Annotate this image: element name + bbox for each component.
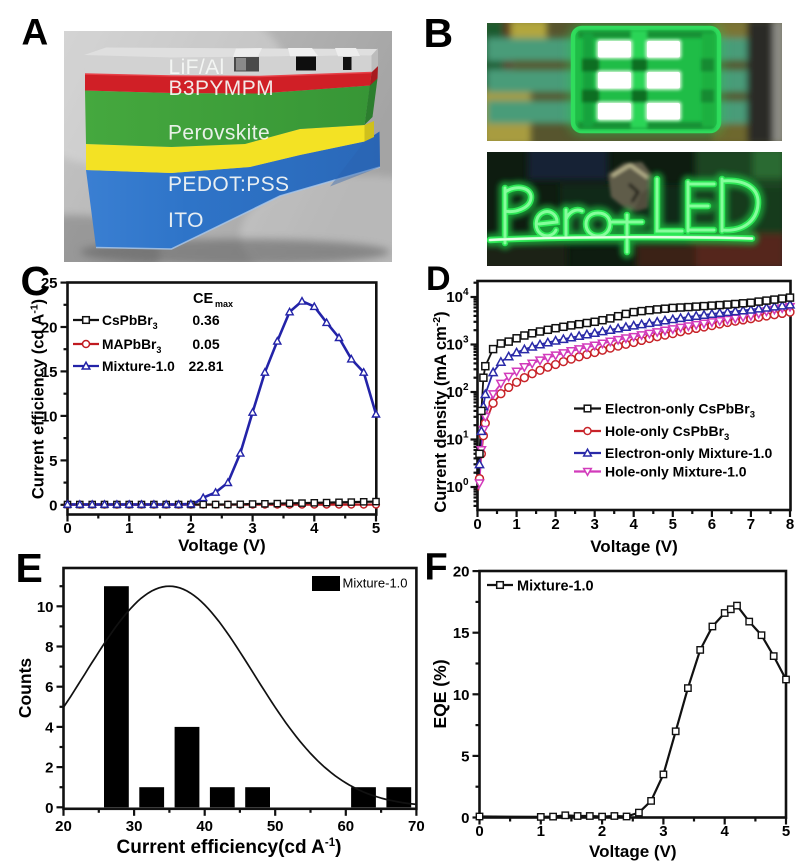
- svg-text:F: F: [425, 547, 448, 589]
- svg-text:3: 3: [659, 823, 667, 840]
- svg-text:2: 2: [598, 823, 606, 840]
- svg-text:5: 5: [372, 520, 380, 537]
- svg-text:8: 8: [45, 639, 53, 656]
- svg-text:22.81: 22.81: [188, 358, 223, 374]
- svg-text:20: 20: [55, 818, 72, 835]
- svg-text:Voltage (V): Voltage (V): [178, 536, 266, 555]
- svg-text:C: C: [21, 258, 51, 304]
- svg-text:Voltage (V): Voltage (V): [590, 537, 678, 556]
- svg-text:3: 3: [248, 520, 256, 537]
- svg-text:5: 5: [782, 823, 790, 840]
- svg-text:Current efficiency (cd A-1): Current efficiency (cd A-1): [29, 299, 48, 499]
- svg-text:B3PYMPM: B3PYMPM: [169, 77, 275, 100]
- svg-text:6: 6: [708, 516, 716, 533]
- svg-text:5: 5: [461, 748, 469, 765]
- svg-text:EQE (%): EQE (%): [430, 659, 450, 728]
- svg-text:0: 0: [461, 810, 469, 827]
- svg-text:15: 15: [41, 364, 58, 381]
- svg-text:CE: CE: [193, 291, 213, 307]
- svg-text:0: 0: [473, 516, 481, 533]
- svg-text:Mixture-1.0: Mixture-1.0: [343, 576, 408, 591]
- svg-text:7: 7: [747, 516, 755, 533]
- svg-text:0.36: 0.36: [192, 312, 219, 328]
- svg-text:Current density (mA cm-2): Current density (mA cm-2): [431, 311, 450, 512]
- svg-text:CsPbBr3: CsPbBr3: [102, 313, 158, 331]
- svg-text:Mixture-1.0: Mixture-1.0: [517, 579, 594, 595]
- svg-text:max: max: [215, 299, 233, 309]
- svg-text:B: B: [424, 10, 454, 56]
- svg-text:2: 2: [551, 516, 559, 533]
- svg-text:20: 20: [41, 320, 58, 337]
- svg-text:4: 4: [310, 520, 319, 537]
- svg-text:60: 60: [337, 818, 354, 835]
- svg-text:25: 25: [41, 275, 58, 292]
- svg-text:70: 70: [408, 818, 425, 835]
- svg-text:A: A: [22, 12, 49, 53]
- svg-text:Mixture-1.0: Mixture-1.0: [102, 359, 175, 374]
- svg-text:2: 2: [45, 760, 53, 777]
- svg-text:Hole-only CsPbBr3: Hole-only CsPbBr3: [605, 423, 729, 443]
- svg-text:4: 4: [45, 719, 54, 736]
- svg-text:40: 40: [196, 818, 213, 835]
- svg-text:PEDOT:PSS: PEDOT:PSS: [168, 173, 289, 196]
- svg-text:5: 5: [49, 453, 57, 470]
- svg-text:10: 10: [453, 687, 470, 704]
- svg-text:0: 0: [49, 497, 57, 514]
- svg-text:10: 10: [41, 408, 58, 425]
- svg-text:4: 4: [721, 823, 730, 840]
- svg-text:15: 15: [453, 625, 470, 642]
- svg-text:0: 0: [475, 823, 483, 840]
- svg-text:10: 10: [37, 599, 54, 616]
- svg-text:1: 1: [125, 520, 133, 537]
- svg-text:8: 8: [786, 516, 794, 533]
- svg-text:20: 20: [453, 564, 470, 581]
- svg-text:5: 5: [669, 516, 677, 533]
- svg-text:0: 0: [63, 520, 71, 537]
- svg-text:LiF/Al: LiF/Al: [169, 56, 225, 79]
- svg-text:0: 0: [45, 800, 53, 817]
- svg-text:30: 30: [126, 818, 143, 835]
- svg-text:50: 50: [267, 818, 284, 835]
- svg-text:1: 1: [512, 516, 520, 533]
- svg-text:ITO: ITO: [168, 209, 204, 232]
- svg-text:Hole-only Mixture-1.0: Hole-only Mixture-1.0: [605, 464, 747, 480]
- svg-text:Current efficiency(cd A-1): Current efficiency(cd A-1): [117, 837, 342, 858]
- svg-text:E: E: [16, 545, 43, 591]
- svg-text:3: 3: [591, 516, 599, 533]
- svg-text:0.05: 0.05: [192, 336, 219, 352]
- svg-text:Perovskite: Perovskite: [168, 122, 270, 145]
- svg-text:Counts: Counts: [15, 658, 35, 719]
- svg-text:Electron-only CsPbBr3: Electron-only CsPbBr3: [605, 401, 755, 421]
- svg-text:6: 6: [45, 679, 53, 696]
- svg-text:Electron-only Mixture-1.0: Electron-only Mixture-1.0: [605, 445, 772, 461]
- svg-text:Voltage (V): Voltage (V): [589, 842, 677, 861]
- svg-text:2: 2: [187, 520, 195, 537]
- svg-text:MAPbBr3: MAPbBr3: [102, 337, 161, 355]
- svg-text:1: 1: [537, 823, 545, 840]
- svg-text:4: 4: [630, 516, 639, 533]
- svg-text:D: D: [426, 260, 451, 298]
